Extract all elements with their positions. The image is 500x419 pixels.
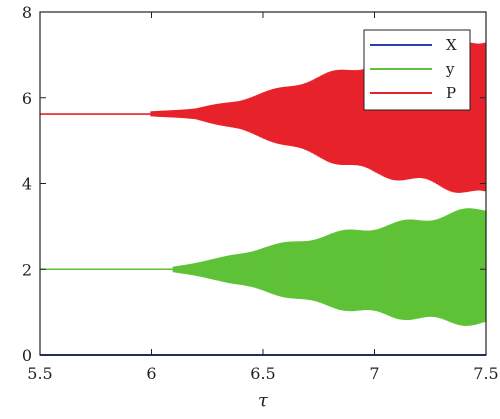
legend: XyP bbox=[363, 29, 471, 111]
legend-label-P: P bbox=[446, 84, 456, 102]
y-tick-label-4: 8 bbox=[22, 3, 32, 22]
x-tick-label-2: 6.5 bbox=[250, 364, 275, 383]
x-tick-label-4: 7.5 bbox=[473, 364, 498, 383]
x-axis-label: τ bbox=[258, 390, 269, 411]
legend-label-y: y bbox=[445, 60, 455, 78]
ticks-layer: 5.5 6 6.5 7 7.5 0 2 4 6 8 bbox=[22, 3, 499, 383]
x-tick-label-3: 7 bbox=[369, 364, 379, 383]
y-tick-label-2: 4 bbox=[22, 175, 32, 194]
y-tick-label-0: 0 bbox=[22, 346, 32, 365]
x-tick-label-0: 5.5 bbox=[27, 364, 52, 383]
legend-label-X: X bbox=[446, 36, 457, 54]
x-tick-label-1: 6 bbox=[146, 364, 156, 383]
series-y bbox=[40, 208, 487, 326]
y-tick-label-1: 2 bbox=[22, 260, 32, 279]
y-tick-label-3: 6 bbox=[22, 89, 32, 108]
